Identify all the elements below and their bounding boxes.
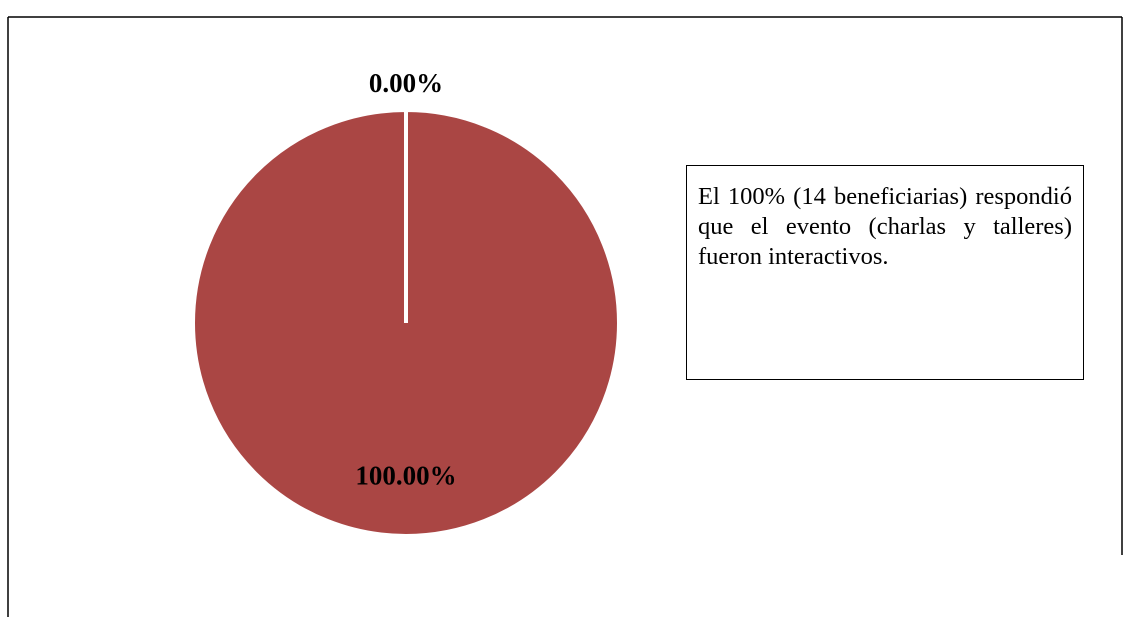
pie-slice bbox=[191, 108, 621, 538]
data-label: 0.00% bbox=[369, 68, 443, 98]
data-label: 100.00% bbox=[355, 461, 456, 491]
annotation-box: El 100% (14 beneficiarias) respondió que… bbox=[686, 165, 1084, 380]
